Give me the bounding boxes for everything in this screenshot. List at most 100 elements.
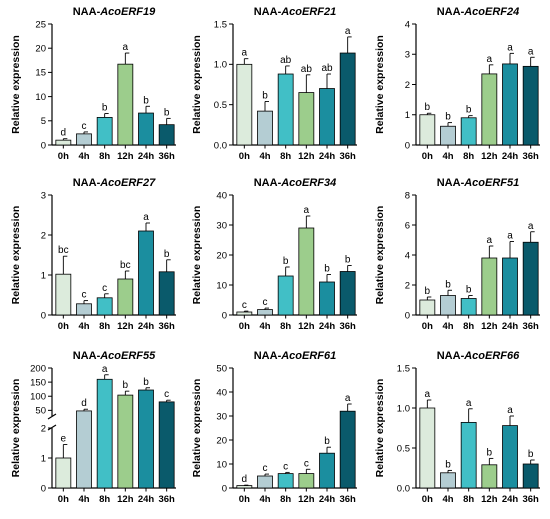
significance-letter: b: [445, 279, 451, 290]
significance-letter: d: [242, 474, 248, 485]
bar: [502, 63, 518, 146]
y-tick-label: 1.0: [397, 403, 410, 414]
significance-letter: b: [445, 112, 451, 123]
x-tick-label: 12h: [481, 321, 498, 332]
bar: [481, 464, 498, 489]
significance-letter: b: [345, 255, 351, 266]
significance-letter: b: [143, 95, 149, 106]
y-tick-label: 25: [35, 19, 46, 30]
x-tick-label: 8h: [463, 494, 474, 505]
x-tick-label: 12h: [481, 151, 498, 162]
bar: [319, 452, 335, 489]
x-tick-label: 0h: [422, 151, 433, 162]
y-tick-label: 0: [222, 310, 227, 321]
bar: [257, 475, 273, 489]
x-tick-label: 8h: [280, 321, 291, 332]
x-tick-label: 12h: [298, 151, 315, 162]
y-axis-label: Relative expression: [374, 206, 386, 305]
significance-letter: a: [345, 393, 351, 404]
y-tick-label: 2: [41, 423, 46, 434]
significance-letter: a: [242, 48, 248, 59]
y-tick-label: 3: [405, 50, 410, 61]
significance-letter: a: [466, 398, 472, 409]
chart-title-gene: AcoERF19: [99, 6, 156, 18]
bar: [440, 295, 456, 316]
bar: [117, 63, 134, 146]
x-tick-label: 36h: [339, 494, 356, 505]
chart-panel-AcoERF19: NAA-AcoERF19 Relative expression 0 5 10 15 20 2…: [10, 6, 176, 162]
significance-letter: b: [283, 256, 289, 267]
bar: [236, 311, 253, 316]
significance-letter: b: [466, 285, 472, 296]
chart-title: NAA-AcoERF34: [254, 177, 337, 189]
chart-title: NAA-AcoERF19: [73, 6, 156, 18]
x-tick-label: 36h: [158, 151, 175, 162]
y-tick-label: 10: [35, 92, 46, 103]
chart-title-prefix: NAA-: [437, 177, 465, 189]
significance-letter: c: [242, 300, 247, 311]
bar: [460, 298, 477, 316]
bar: [481, 257, 498, 316]
significance-letter: b: [528, 449, 534, 460]
y-axis-label: Relative expression: [10, 35, 22, 134]
y-tick-label: 0.0: [397, 483, 410, 494]
bar: [522, 241, 539, 316]
chart-title: NAA-AcoERF24: [437, 6, 520, 18]
significance-letter: b: [123, 380, 129, 391]
y-axis-label: Relative expression: [191, 206, 203, 305]
y-tick-label: 1: [41, 453, 46, 464]
significance-letter: a: [345, 26, 351, 37]
significance-letter: a: [507, 42, 513, 53]
bar: [339, 271, 356, 316]
significance-letter: c: [102, 283, 107, 294]
y-tick-label: 6: [405, 220, 410, 231]
y-tick-label: 40: [216, 387, 227, 398]
bar: [319, 88, 335, 146]
y-tick-label: 4: [405, 19, 410, 30]
significance-letter: b: [102, 103, 108, 114]
x-tick-label: 8h: [463, 151, 474, 162]
y-tick-label: 100: [30, 392, 46, 403]
y-tick-label: 0: [41, 140, 46, 151]
significance-letter: a: [102, 364, 108, 375]
y-axis-label: Relative expression: [374, 35, 386, 134]
y-tick-label: 0.0: [214, 140, 227, 151]
significance-letter: a: [143, 212, 149, 223]
y-tick-label: 15: [35, 68, 46, 79]
significance-letter: c: [263, 297, 268, 308]
x-tick-label: 36h: [158, 321, 175, 332]
significance-letter: b: [324, 436, 330, 447]
x-tick-label: 0h: [422, 494, 433, 505]
bar: [277, 473, 294, 489]
y-tick-label: 10: [216, 459, 227, 470]
bar: [440, 472, 456, 489]
chart-panel-AcoERF66: NAA-AcoERF66 Relative expression 0.0 0.5 1.0…: [374, 350, 540, 505]
x-tick-label: 0h: [239, 494, 250, 505]
x-tick-label: 12h: [117, 494, 134, 505]
significance-letter: b: [487, 447, 493, 458]
significance-letter: a: [487, 235, 493, 246]
x-tick-label: 12h: [298, 321, 315, 332]
chart-title: NAA-AcoERF66: [437, 350, 520, 362]
x-tick-label: 8h: [99, 151, 110, 162]
y-tick-label: 0.5: [397, 443, 410, 454]
chart-title-gene: AcoERF34: [280, 177, 336, 189]
x-tick-label: 36h: [339, 321, 356, 332]
significance-letter: c: [283, 461, 288, 472]
chart-panel-AcoERF34: NAA-AcoERF34 Relative expression 0 10 20 30 40…: [191, 177, 357, 332]
chart-panel-AcoERF21: NAA-AcoERF21 Relative expression 0.0 0.5 1.0…: [191, 6, 357, 162]
x-tick-label: 4h: [259, 151, 270, 162]
bar: [277, 73, 294, 146]
y-tick-label: 50: [35, 406, 46, 417]
bar: [298, 227, 315, 316]
bar: [502, 425, 518, 489]
bar: [55, 457, 72, 489]
bar: [96, 297, 113, 316]
y-tick-label: 20: [216, 435, 227, 446]
y-tick-label: 2: [405, 80, 410, 91]
y-tick-label: 0: [405, 310, 410, 321]
x-tick-label: 12h: [117, 151, 134, 162]
bar: [158, 124, 175, 146]
bar: [502, 257, 518, 316]
bar: [277, 275, 294, 316]
